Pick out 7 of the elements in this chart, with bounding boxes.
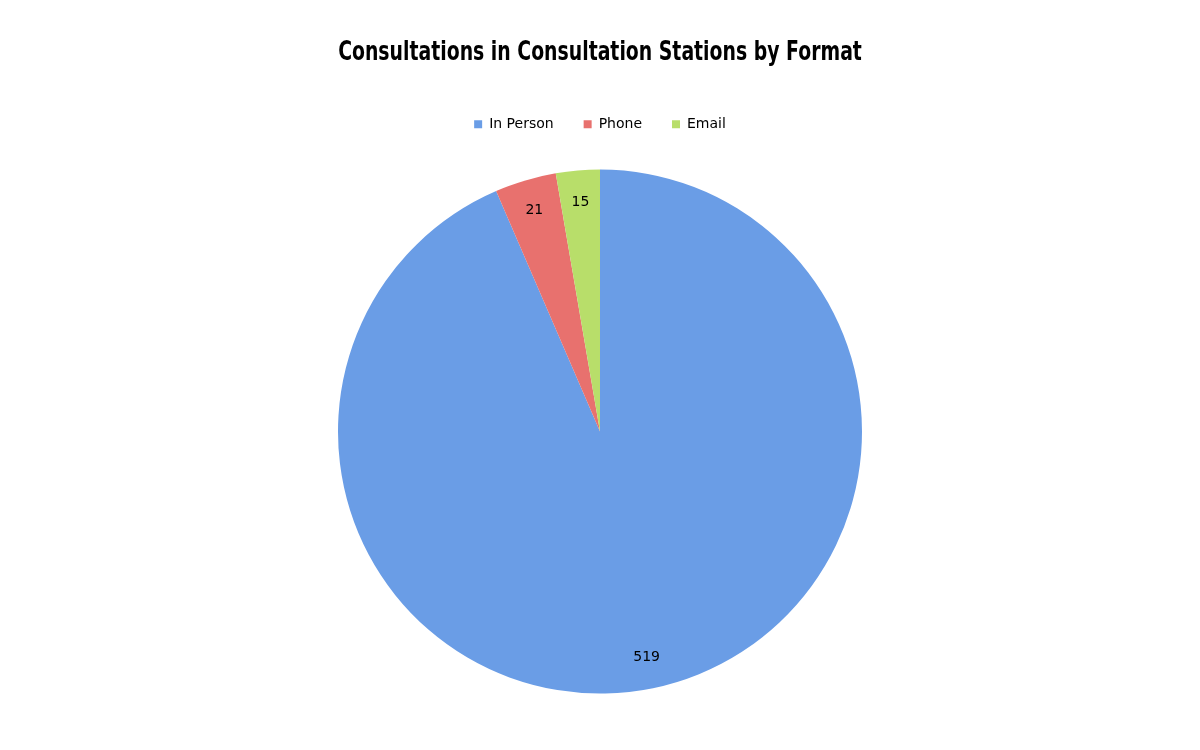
data-label: 15 bbox=[571, 192, 590, 209]
legend-label: In Person bbox=[489, 114, 554, 131]
data-label: 519 bbox=[633, 648, 661, 665]
legend-label: Email bbox=[687, 114, 726, 131]
legend-label: Phone bbox=[598, 114, 643, 131]
data-label: 21 bbox=[525, 201, 544, 218]
chart-title: Consultations in Consultation Stations by Format bbox=[338, 36, 862, 67]
